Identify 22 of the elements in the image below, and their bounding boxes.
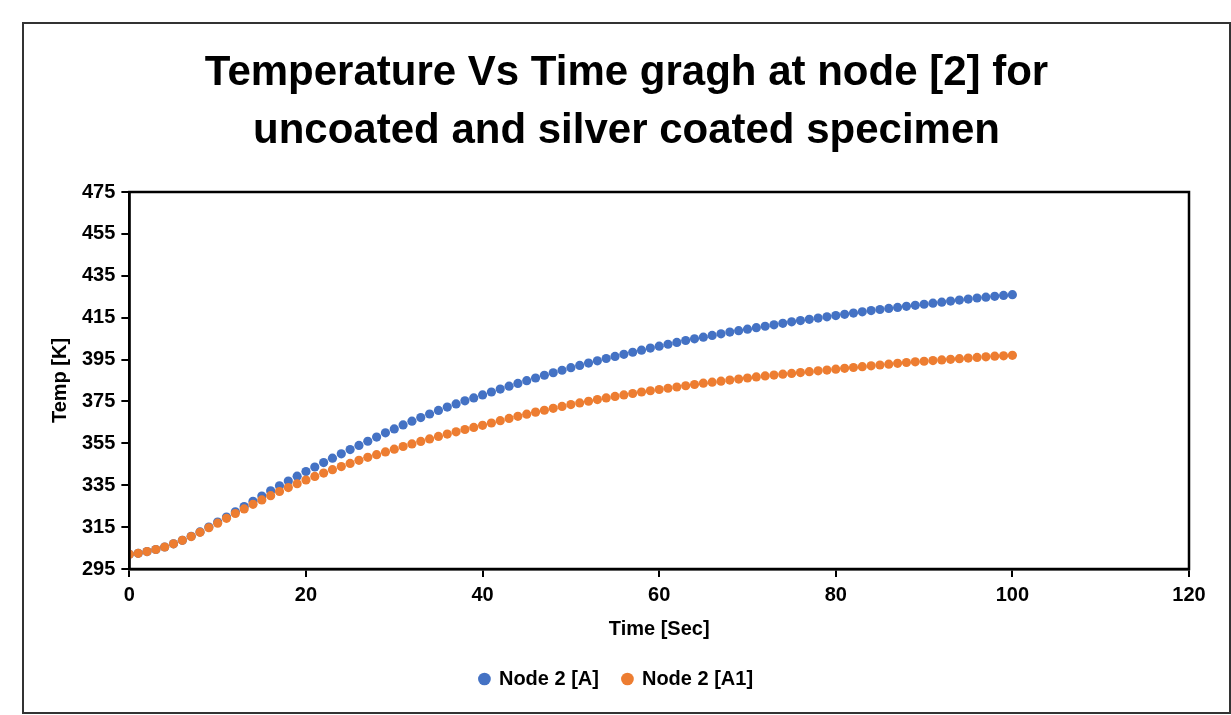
y-tick-label: 435 (81, 263, 116, 286)
x-tick-label: 40 (471, 582, 494, 605)
chart-title: Temperature Vs Time gragh at node [2] for uncoated and silver coated specimen (203, 46, 1050, 154)
x-tick-label: 0 (123, 582, 135, 605)
y-tick-label: 375 (81, 388, 116, 411)
x-tick-label: 20 (294, 582, 318, 605)
x-tick-label: 80 (824, 582, 847, 605)
y-tick-label: 455 (81, 221, 116, 244)
y-tick-label: 415 (81, 305, 116, 328)
legend-label: Node 2 [A] (498, 666, 599, 689)
y-tick-label: 395 (81, 347, 116, 370)
y-axis-title: Temp [K] (47, 337, 70, 424)
y-tick-label: 295 (81, 556, 116, 579)
x-tick-label: 100 (995, 582, 1030, 605)
y-tick-label: 315 (81, 514, 116, 537)
legend-label: Node 2 [A1] (641, 666, 754, 689)
x-tick-label: 120 (1172, 582, 1206, 605)
y-tick-label: 475 (81, 179, 116, 202)
x-axis-title: Time [Sec] (608, 616, 710, 639)
x-tick-label: 60 (648, 582, 671, 605)
y-tick-label: 355 (81, 430, 116, 453)
y-tick-label: 335 (81, 472, 116, 495)
